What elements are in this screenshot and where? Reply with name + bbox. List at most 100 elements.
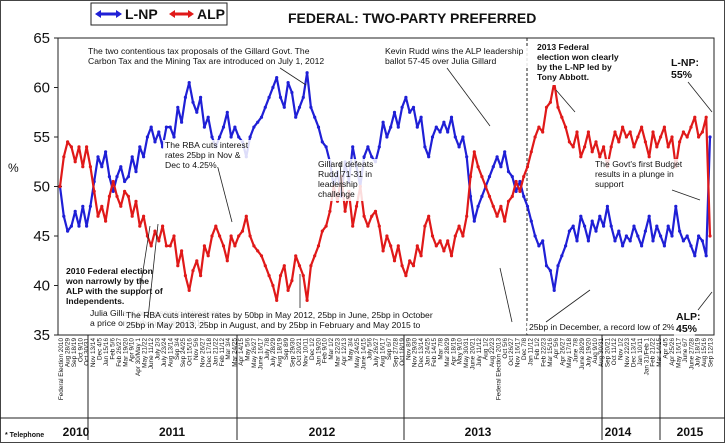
x-tick-label: Apr 14/15 bbox=[238, 338, 245, 366]
data-point-lnp bbox=[385, 135, 389, 139]
x-tick-label: Feb 1/2 bbox=[534, 338, 541, 360]
data-point-alp bbox=[263, 264, 267, 268]
data-point-alp bbox=[575, 130, 579, 134]
data-point-lnp bbox=[651, 239, 655, 243]
year-label: 2010 bbox=[63, 425, 90, 439]
data-point-alp bbox=[187, 288, 191, 292]
y-axis: 35 40 45 50 55 60 65 bbox=[33, 30, 58, 344]
data-point-alp bbox=[640, 125, 644, 129]
data-point-lnp bbox=[85, 224, 89, 228]
data-point-lnp bbox=[324, 145, 328, 149]
data-point-alp bbox=[529, 150, 533, 154]
data-point-lnp bbox=[693, 254, 697, 258]
annotation-pointer bbox=[555, 89, 576, 113]
x-tick-label: Feb 26/27 bbox=[116, 338, 123, 367]
data-point-alp bbox=[617, 140, 621, 144]
x-tick-label: July 2/3 bbox=[154, 338, 161, 360]
data-point-alp bbox=[525, 165, 530, 169]
data-point-alp bbox=[487, 194, 492, 198]
annotation-line: 2010 Federal election bbox=[66, 266, 153, 276]
data-point-lnp bbox=[674, 204, 678, 208]
x-tick-label: Jan 10/11 bbox=[637, 338, 644, 366]
data-point-alp bbox=[624, 135, 629, 139]
data-point-alp bbox=[423, 224, 427, 228]
data-point-lnp bbox=[514, 189, 518, 193]
legend-label-lnp: L-NP bbox=[125, 6, 158, 22]
data-point-alp bbox=[659, 135, 663, 139]
data-point-alp bbox=[119, 204, 123, 208]
x-tick-label: Mar 7/8 bbox=[437, 338, 444, 360]
data-point-alp bbox=[670, 135, 674, 139]
data-point-alp bbox=[632, 145, 636, 149]
data-point-lnp bbox=[221, 125, 226, 129]
annotation-a6: Gillard defeats Rudd 71-31 in leadership ch… bbox=[318, 159, 373, 199]
data-point-alp bbox=[206, 254, 210, 258]
data-point-alp bbox=[202, 244, 206, 248]
data-point-lnp bbox=[248, 135, 252, 139]
data-point-alp bbox=[666, 145, 670, 149]
data-point-lnp bbox=[640, 244, 644, 248]
data-point-alp bbox=[681, 130, 686, 134]
data-point-lnp bbox=[164, 125, 168, 129]
data-point-alp bbox=[518, 189, 522, 193]
x-tick-label: Mar 22/23 bbox=[335, 338, 342, 367]
x-tick-label: July 19/20 bbox=[585, 338, 592, 368]
annotation-backdrop bbox=[674, 312, 695, 338]
data-point-alp bbox=[275, 298, 279, 302]
data-point-alp bbox=[427, 214, 431, 218]
data-point-lnp bbox=[370, 155, 374, 159]
data-point-alp bbox=[373, 209, 378, 213]
data-point-lnp bbox=[704, 254, 708, 258]
data-point-alp bbox=[434, 244, 438, 248]
data-point-alp bbox=[385, 234, 389, 238]
data-point-alp bbox=[556, 105, 560, 109]
data-point-lnp bbox=[130, 155, 134, 159]
data-point-lnp bbox=[400, 105, 404, 109]
x-tick-label: July 26/27 bbox=[373, 338, 380, 368]
data-point-alp bbox=[370, 214, 374, 218]
x-tick-label: Aug 18/19 bbox=[277, 338, 284, 368]
data-point-alp bbox=[484, 184, 488, 189]
data-point-alp bbox=[248, 234, 252, 238]
data-point-lnp bbox=[556, 264, 560, 268]
annotation-line: election won clearly bbox=[537, 52, 619, 62]
data-point-lnp bbox=[643, 229, 648, 233]
annotation-line: The Govt's first Budget bbox=[595, 159, 683, 169]
x-tick-label: Sep 18/19 bbox=[71, 338, 78, 368]
x-axis: Federal Election 2010 Aug 28/29 Sep 18/19 O… bbox=[0, 335, 725, 440]
data-point-lnp bbox=[229, 135, 233, 139]
data-point-lnp bbox=[457, 145, 461, 149]
data-point-lnp bbox=[617, 229, 621, 233]
data-point-alp bbox=[598, 155, 602, 159]
data-point-lnp bbox=[537, 244, 541, 248]
annotation-a5: The RBA cuts interest rates 25bp in Nov &… bbox=[165, 140, 249, 170]
data-point-lnp bbox=[392, 110, 397, 114]
data-point-alp bbox=[328, 209, 332, 213]
data-point-alp bbox=[362, 214, 366, 218]
data-point-alp bbox=[142, 214, 146, 218]
data-point-lnp bbox=[195, 110, 199, 114]
data-point-lnp bbox=[415, 125, 419, 129]
x-tick-label: July 28/29 bbox=[270, 338, 277, 368]
x-tick-label: Mar 19/20 bbox=[122, 338, 129, 367]
data-point-lnp bbox=[259, 115, 264, 119]
annotation-a4: L-NP: 55% bbox=[671, 57, 699, 81]
y-tick-label: 35 bbox=[33, 327, 50, 344]
data-point-lnp bbox=[278, 95, 283, 99]
annotation-backdrop bbox=[593, 159, 694, 191]
data-point-lnp bbox=[233, 125, 237, 129]
data-point-lnp bbox=[252, 125, 256, 129]
data-point-lnp bbox=[525, 204, 530, 208]
data-point-alp bbox=[567, 140, 572, 144]
x-tick-label: Nov 10/11 bbox=[302, 338, 309, 367]
data-point-alp bbox=[240, 229, 245, 233]
x-tick-label: Aug 15/16 bbox=[701, 338, 708, 368]
data-point-lnp bbox=[583, 224, 587, 228]
data-point-alp bbox=[309, 264, 313, 268]
legend-arrow-right-icon bbox=[188, 10, 194, 18]
data-point-alp bbox=[172, 234, 176, 238]
x-tick-label: May 24/25 bbox=[354, 338, 361, 368]
data-point-lnp bbox=[267, 95, 271, 99]
x-tick-label: Feb 9/10 bbox=[322, 338, 329, 364]
